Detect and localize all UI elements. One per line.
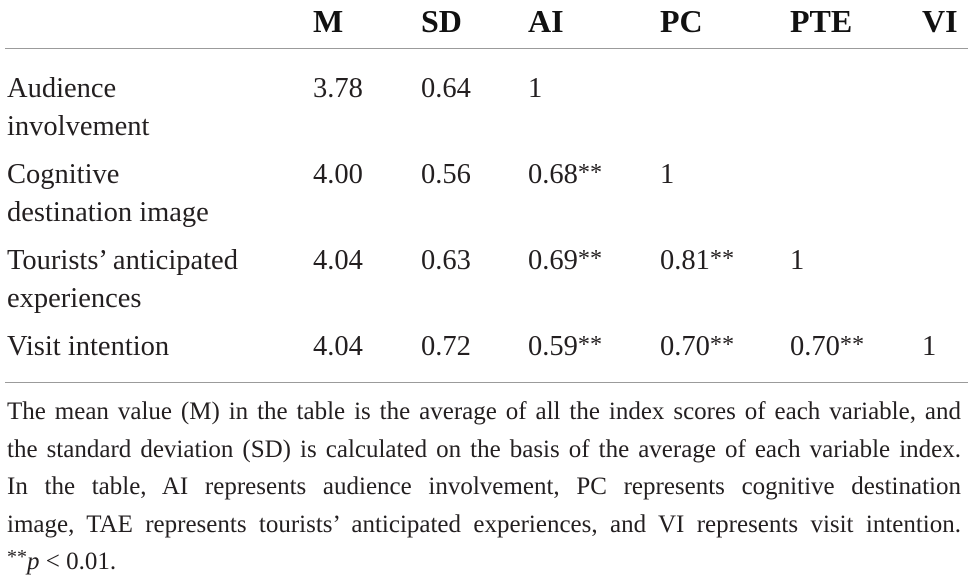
cell-ai: 0.59** xyxy=(528,328,660,367)
cell-value: 4.00 xyxy=(313,159,363,190)
note-line: the standard deviation (SD) is calculate… xyxy=(7,435,961,463)
cell-sd: 0.63 xyxy=(421,242,528,318)
cell-pte xyxy=(790,70,922,146)
cell-vi xyxy=(922,70,968,146)
cell-value: 1 xyxy=(790,245,805,276)
table-row: Cognitive destination image 4.00 0.56 0.… xyxy=(0,156,968,232)
footnote-p-symbol: p xyxy=(27,548,40,575)
significance-marker: ** xyxy=(577,245,603,273)
cell-sd: 0.72 xyxy=(421,328,528,367)
cell-value: 0.64 xyxy=(421,73,471,104)
header-stub xyxy=(7,1,313,48)
table-header-row: M SD AI PC PTE VI xyxy=(0,0,968,48)
cell-value: 3.78 xyxy=(313,73,363,104)
header-rule xyxy=(5,48,968,49)
note-line: image, TAE represents tourists’ anticipa… xyxy=(7,510,961,538)
cell-pc: 0.81** xyxy=(660,242,790,318)
row-label-line: Visit intention xyxy=(7,331,170,362)
row-label: Tourists’ anticipated experiences xyxy=(7,242,313,318)
table-note: The mean value (M) in the table is the a… xyxy=(0,383,968,583)
cell-pte: 0.70** xyxy=(790,328,922,367)
cell-value: 1 xyxy=(660,159,675,190)
cell-pc: 1 xyxy=(660,156,790,232)
table-row: Visit intention 4.04 0.72 0.59** 0.70** … xyxy=(0,328,968,367)
cell-value: 4.04 xyxy=(313,331,363,362)
cell-m: 4.00 xyxy=(313,156,421,232)
table-row: Audience involvement 3.78 0.64 1 xyxy=(0,70,968,146)
row-label: Cognitive destination image xyxy=(7,156,313,232)
cell-value: 0.68 xyxy=(528,159,578,190)
cell-ai: 0.69** xyxy=(528,242,660,318)
significance-footnote: **p < 0.01. xyxy=(7,543,961,583)
cell-value: 0.81 xyxy=(660,245,710,276)
cell-value: 0.72 xyxy=(421,331,471,362)
cell-value: 0.70 xyxy=(660,331,710,362)
cell-pc xyxy=(660,70,790,146)
row-label-line: Tourists’ anticipated xyxy=(7,245,238,276)
cell-pte: 1 xyxy=(790,242,922,318)
significance-marker: ** xyxy=(577,159,603,187)
cell-value: 1 xyxy=(528,73,543,104)
significance-marker: ** xyxy=(709,331,735,359)
cell-pte xyxy=(790,156,922,232)
header-vi: VI xyxy=(922,3,958,39)
cell-value: 0.59 xyxy=(528,331,578,362)
cell-m: 3.78 xyxy=(313,70,421,146)
header-sd: SD xyxy=(421,3,462,39)
row-label: Audience involvement xyxy=(7,70,313,146)
cell-value: 4.04 xyxy=(313,245,363,276)
row-label: Visit intention xyxy=(7,328,313,367)
significance-marker: ** xyxy=(577,331,603,359)
cell-m: 4.04 xyxy=(313,328,421,367)
cell-sd: 0.56 xyxy=(421,156,528,232)
cell-vi: 1 xyxy=(922,328,968,367)
table-body: Audience involvement 3.78 0.64 1 Cogniti… xyxy=(0,49,968,382)
footnote-threshold: < 0.01. xyxy=(39,548,117,575)
header-pte: PTE xyxy=(790,3,853,39)
note-line: In the table, AI represents audience inv… xyxy=(7,473,961,500)
bottom-rule xyxy=(5,382,968,383)
row-label-line: experiences xyxy=(7,283,142,314)
header-pc: PC xyxy=(660,3,703,39)
table-row: Tourists’ anticipated experiences 4.04 0… xyxy=(0,242,968,318)
cell-value: 0.56 xyxy=(421,159,471,190)
row-label-line: involvement xyxy=(7,111,150,142)
header-ai: AI xyxy=(528,3,564,39)
footnote-marker: ** xyxy=(7,545,27,568)
cell-value: 0.70 xyxy=(790,331,840,362)
cell-pc: 0.70** xyxy=(660,328,790,367)
row-label-line: Audience xyxy=(7,73,117,104)
cell-m: 4.04 xyxy=(313,242,421,318)
cell-ai: 0.68** xyxy=(528,156,660,232)
cell-ai: 1 xyxy=(528,70,660,146)
cell-value: 0.63 xyxy=(421,245,471,276)
row-label-line: Cognitive xyxy=(7,159,120,190)
significance-marker: ** xyxy=(839,331,865,359)
cell-sd: 0.64 xyxy=(421,70,528,146)
note-line: The mean value (M) in the table is the a… xyxy=(7,398,961,425)
cell-vi xyxy=(922,156,968,232)
significance-marker: ** xyxy=(709,245,735,273)
cell-vi xyxy=(922,242,968,318)
cell-value: 1 xyxy=(922,331,937,362)
header-m: M xyxy=(313,3,344,39)
cell-value: 0.69 xyxy=(528,245,578,276)
row-label-line: destination image xyxy=(7,197,209,228)
